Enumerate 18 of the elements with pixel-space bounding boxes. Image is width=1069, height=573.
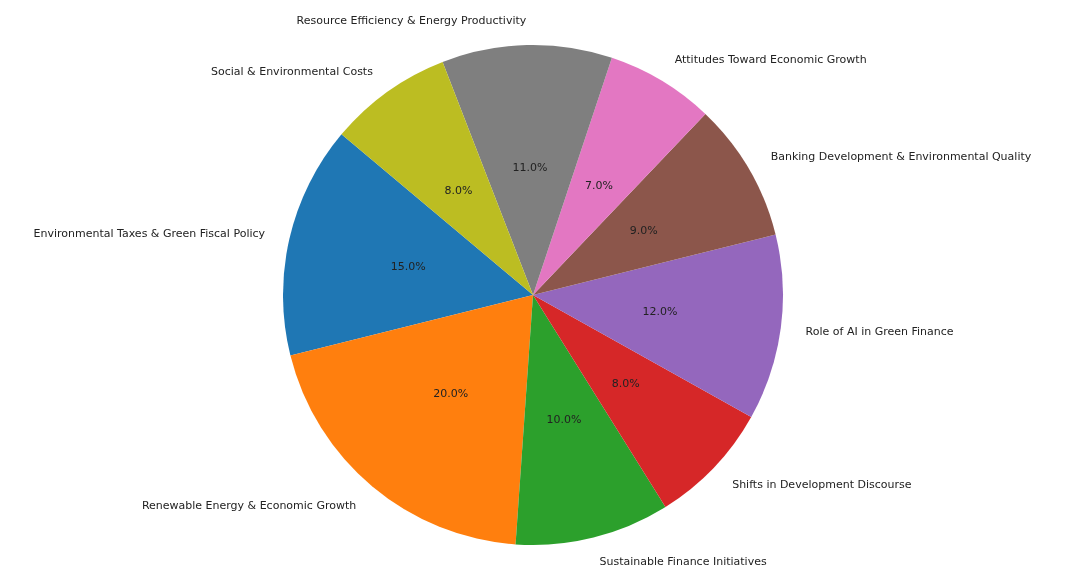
slice-label: Social & Environmental Costs	[211, 64, 374, 78]
data-label: 9.0%	[629, 224, 658, 238]
data-label: 10.0%	[546, 412, 582, 426]
slice-label: Sustainable Finance Initiatives	[599, 555, 767, 569]
slice-label: Attitudes Toward Economic Growth	[674, 52, 867, 66]
slice-label: Environmental Taxes & Green Fiscal Policy	[33, 226, 266, 240]
data-label: 8.0%	[611, 376, 640, 390]
data-label: 12.0%	[642, 305, 678, 319]
slice-label: Resource Efficiency & Energy Productivity	[296, 13, 527, 27]
slice-label: Role of AI in Green Finance	[805, 324, 954, 338]
data-label: 15.0%	[390, 259, 426, 273]
data-label: 7.0%	[584, 178, 613, 192]
slice-label: Renewable Energy & Economic Growth	[141, 499, 357, 513]
data-label: 11.0%	[512, 160, 548, 174]
data-label: 8.0%	[444, 184, 473, 198]
data-label: 20.0%	[433, 386, 469, 400]
slice-label: Banking Development & Environmental Quality	[770, 150, 1032, 164]
slice-label: Shifts in Development Discourse	[732, 478, 912, 492]
